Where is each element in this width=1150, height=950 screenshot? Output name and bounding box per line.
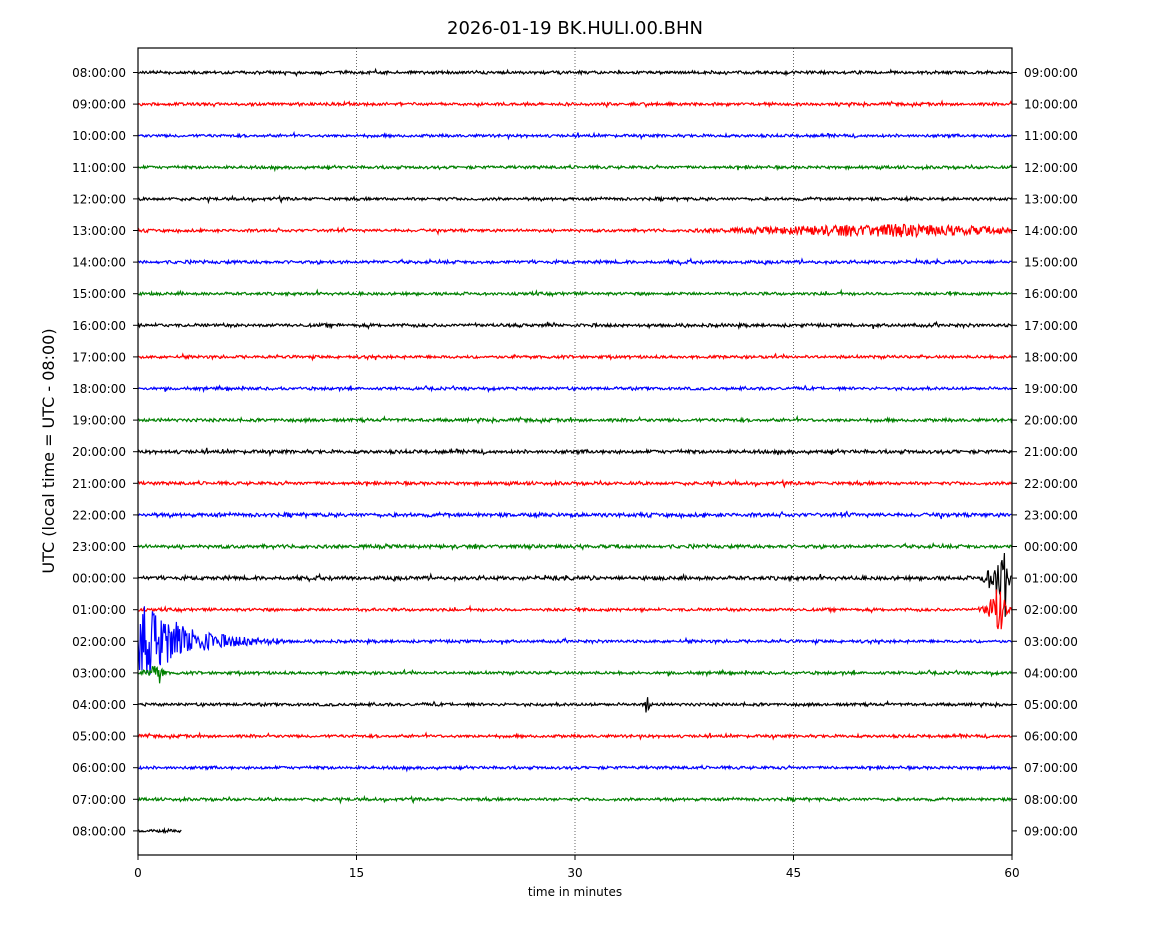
trace-20: [137, 697, 1013, 713]
trace-23: [137, 794, 1012, 805]
trace-14: [137, 510, 1012, 520]
utc-label-14: 22:00:00: [72, 508, 126, 522]
utc-label-7: 15:00:00: [72, 287, 126, 301]
utc-label-15: 23:00:00: [72, 540, 126, 554]
x-tick-label-0: 0: [134, 866, 142, 880]
local-label-23: 08:00:00: [1024, 793, 1078, 807]
local-label-16: 01:00:00: [1024, 572, 1078, 586]
trace-6: [137, 257, 1012, 267]
trace-9: [137, 352, 1012, 362]
local-label-12: 21:00:00: [1024, 445, 1078, 459]
utc-time-labels: 08:00:00 09:00:00 10:00:00 11:00:00 12:00:00…: [72, 66, 138, 838]
utc-label-8: 16:00:00: [72, 319, 126, 333]
x-axis-ticks: 0 15 30 45 60: [134, 855, 1020, 880]
utc-label-13: 21:00:00: [72, 477, 126, 491]
local-label-0: 09:00:00: [1024, 66, 1078, 80]
x-axis-label: time in minutes: [528, 885, 622, 899]
trace-22: [137, 764, 1013, 773]
utc-label-2: 10:00:00: [72, 129, 126, 143]
trace-3: [137, 163, 1013, 173]
x-tick-label-4: 60: [1004, 866, 1019, 880]
trace-12: [137, 447, 1013, 458]
trace-17: [137, 589, 1013, 630]
utc-label-4: 12:00:00: [72, 192, 126, 206]
trace-1: [137, 99, 1013, 109]
utc-label-3: 11:00:00: [72, 161, 126, 175]
utc-label-17: 01:00:00: [72, 603, 126, 617]
utc-label-1: 09:00:00: [72, 98, 126, 112]
trace-24: [137, 826, 182, 835]
utc-label-22: 06:00:00: [72, 761, 126, 775]
trace-0: [137, 67, 1013, 78]
local-label-3: 12:00:00: [1024, 161, 1078, 175]
utc-label-5: 13:00:00: [72, 224, 126, 238]
utc-label-19: 03:00:00: [72, 666, 126, 680]
trace-15: [137, 541, 1013, 552]
trace-5: [137, 223, 1013, 239]
trace-4: [137, 194, 1013, 205]
trace-11: [137, 414, 1013, 425]
chart-title: 2026-01-19 BK.HULI.00.BHN: [447, 18, 703, 39]
local-label-6: 15:00:00: [1024, 256, 1078, 270]
local-label-18: 03:00:00: [1024, 635, 1078, 649]
local-label-20: 05:00:00: [1024, 698, 1078, 712]
local-label-5: 14:00:00: [1024, 224, 1078, 238]
x-tick-label-3: 45: [786, 866, 801, 880]
utc-label-9: 17:00:00: [72, 350, 126, 364]
trace-rows: [137, 67, 1013, 835]
vertical-grid-lines: [356, 48, 794, 855]
utc-label-24: 08:00:00: [72, 824, 126, 838]
local-label-24: 09:00:00: [1024, 824, 1078, 838]
trace-19: [137, 665, 1013, 684]
utc-label-11: 19:00:00: [72, 414, 126, 428]
trace-2: [137, 130, 1012, 141]
y-axis-label: UTC (local time = UTC - 08:00): [39, 328, 58, 573]
local-label-1: 10:00:00: [1024, 98, 1078, 112]
trace-21: [137, 731, 1012, 741]
utc-label-0: 08:00:00: [72, 66, 126, 80]
trace-13: [137, 478, 1013, 489]
local-time-labels: 09:00:00 10:00:00 11:00:00 12:00:00 13:00:00…: [1012, 66, 1078, 838]
trace-8: [137, 320, 1013, 330]
x-tick-label-2: 30: [567, 866, 582, 880]
local-label-9: 18:00:00: [1024, 350, 1078, 364]
utc-label-18: 02:00:00: [72, 635, 126, 649]
local-label-8: 17:00:00: [1024, 319, 1078, 333]
utc-label-23: 07:00:00: [72, 793, 126, 807]
trace-18: [137, 606, 1012, 675]
utc-label-12: 20:00:00: [72, 445, 126, 459]
trace-7: [137, 288, 1012, 298]
local-label-21: 06:00:00: [1024, 730, 1078, 744]
local-label-7: 16:00:00: [1024, 287, 1078, 301]
utc-label-6: 14:00:00: [72, 256, 126, 270]
utc-label-21: 05:00:00: [72, 730, 126, 744]
local-label-19: 04:00:00: [1024, 666, 1078, 680]
x-tick-label-1: 15: [349, 866, 364, 880]
local-label-14: 23:00:00: [1024, 508, 1078, 522]
trace-16: [137, 552, 1012, 617]
local-label-15: 00:00:00: [1024, 540, 1078, 554]
local-label-2: 11:00:00: [1024, 129, 1078, 143]
local-label-17: 02:00:00: [1024, 603, 1078, 617]
trace-10: [137, 384, 1013, 394]
utc-label-16: 00:00:00: [72, 572, 126, 586]
utc-label-20: 04:00:00: [72, 698, 126, 712]
local-label-22: 07:00:00: [1024, 761, 1078, 775]
utc-label-10: 18:00:00: [72, 382, 126, 396]
local-label-4: 13:00:00: [1024, 192, 1078, 206]
local-label-13: 22:00:00: [1024, 477, 1078, 491]
local-label-10: 19:00:00: [1024, 382, 1078, 396]
local-label-11: 20:00:00: [1024, 414, 1078, 428]
